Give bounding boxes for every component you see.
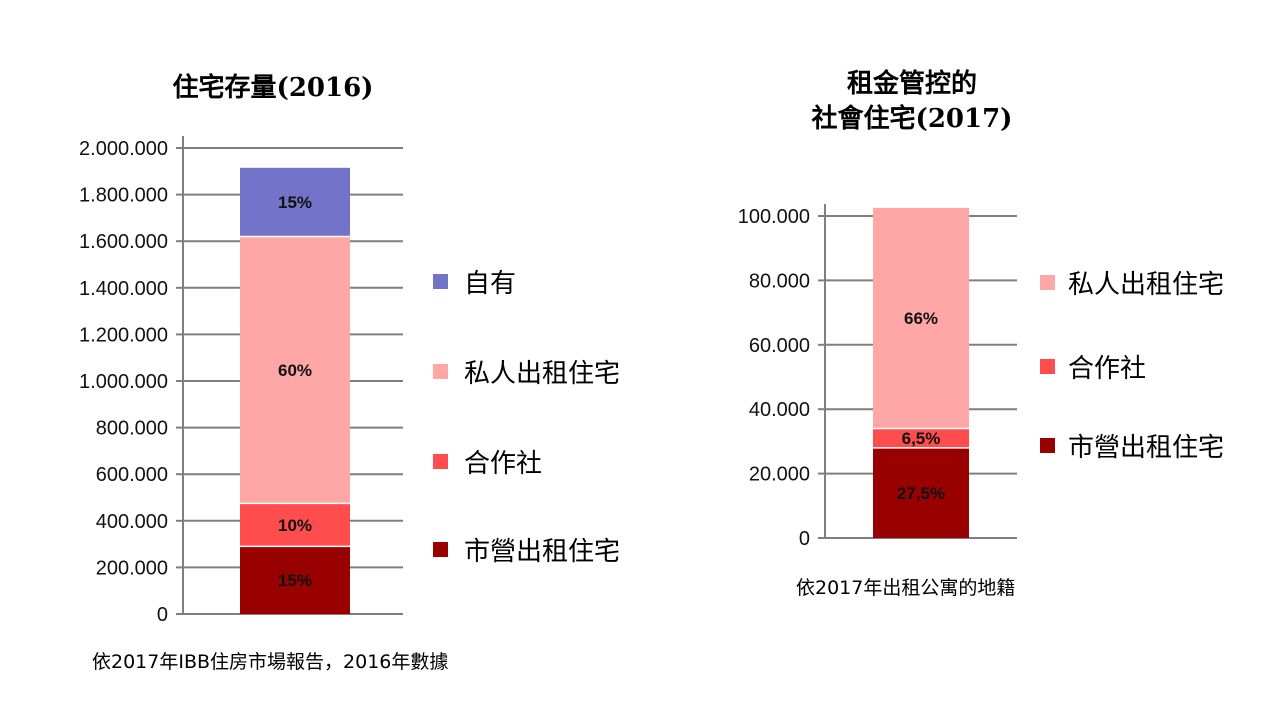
chart2-y-ticks: 0 20.000 40.000 60.000 80.000 100.000: [738, 206, 810, 550]
legend-swatch: [1040, 438, 1055, 453]
legend-swatch: [433, 364, 448, 379]
legend-label: 合作社: [1068, 354, 1146, 384]
y-tick-label: 200.000: [96, 557, 168, 579]
legend-swatch: [433, 454, 448, 469]
legend-swatch: [1040, 359, 1055, 374]
chart1-y-ticks: 0 200.000 400.000 600.000 800.000 1.000.000 1.…: [79, 138, 168, 626]
legend-label: 私人出租住宅: [464, 359, 620, 389]
bar-segment: [240, 503, 350, 547]
legend-swatch: [1040, 275, 1055, 290]
bar-segment: [240, 546, 350, 614]
segment-label: 60%: [278, 361, 312, 380]
y-tick-label: 100.000: [738, 206, 810, 228]
y-tick-label: 400.000: [96, 511, 168, 533]
y-tick-label: 20.000: [749, 464, 810, 486]
segment-label: 10%: [278, 516, 312, 535]
legend-label: 自有: [464, 269, 516, 299]
chart2-source-note: 依2017年出租公寓的地籍: [796, 577, 1015, 599]
segment-label: 27,5%: [897, 484, 945, 503]
legend-label: 合作社: [464, 449, 542, 479]
segment-label: 15%: [278, 193, 312, 212]
chart1-segment-labels: 15% 10% 60% 15%: [278, 193, 312, 590]
chart2-bars: [873, 207, 969, 538]
y-tick-label: 0: [157, 604, 168, 626]
legend-label: 市營出租住宅: [464, 537, 620, 567]
y-tick-label: 1.000.000: [79, 371, 168, 393]
y-tick-label: 0: [799, 528, 810, 550]
chart2-title-line2: 社會住宅(2017): [812, 103, 1013, 134]
chart1-source-note: 依2017年IBB住房市場報告，2016年數據: [92, 651, 448, 673]
y-tick-label: 800.000: [96, 418, 168, 440]
legend-label: 市營出租住宅: [1068, 433, 1224, 463]
bar-segment: [240, 236, 350, 504]
y-tick-label: 600.000: [96, 464, 168, 486]
chart1-title: 住宅存量(2016): [173, 72, 374, 103]
chart2-segment-labels: 27,5% 6,5% 66%: [897, 309, 945, 503]
legend-swatch: [433, 542, 448, 557]
y-tick-label: 2.000.000: [79, 138, 168, 160]
chart-social-housing-2017: 租金管控的 社會住宅(2017) 0 20.000 40.000 60.000 80.0…: [738, 68, 1224, 599]
chart1-bars: [240, 167, 350, 614]
legend-swatch: [433, 274, 448, 289]
segment-label: 66%: [904, 309, 938, 328]
segment-label: 6,5%: [902, 429, 941, 448]
y-tick-label: 40.000: [749, 399, 810, 421]
chart2-title-line1: 租金管控的: [847, 68, 977, 99]
y-tick-label: 1.400.000: [79, 278, 168, 300]
legend-label: 私人出租住宅: [1068, 270, 1224, 300]
segment-label: 15%: [278, 571, 312, 590]
bar-segment: [873, 428, 969, 448]
y-tick-label: 1.600.000: [79, 231, 168, 253]
y-tick-label: 60.000: [749, 335, 810, 357]
chart-housing-stock-2016: 住宅存量(2016) 0 200.000 400.000 600.000 800.000…: [79, 72, 620, 673]
bar-segment: [873, 207, 969, 429]
bar-segment: [873, 447, 969, 538]
bar-segment: [240, 167, 350, 237]
y-tick-label: 1.200.000: [79, 324, 168, 346]
y-tick-label: 1.800.000: [79, 185, 168, 207]
y-tick-label: 80.000: [749, 270, 810, 292]
